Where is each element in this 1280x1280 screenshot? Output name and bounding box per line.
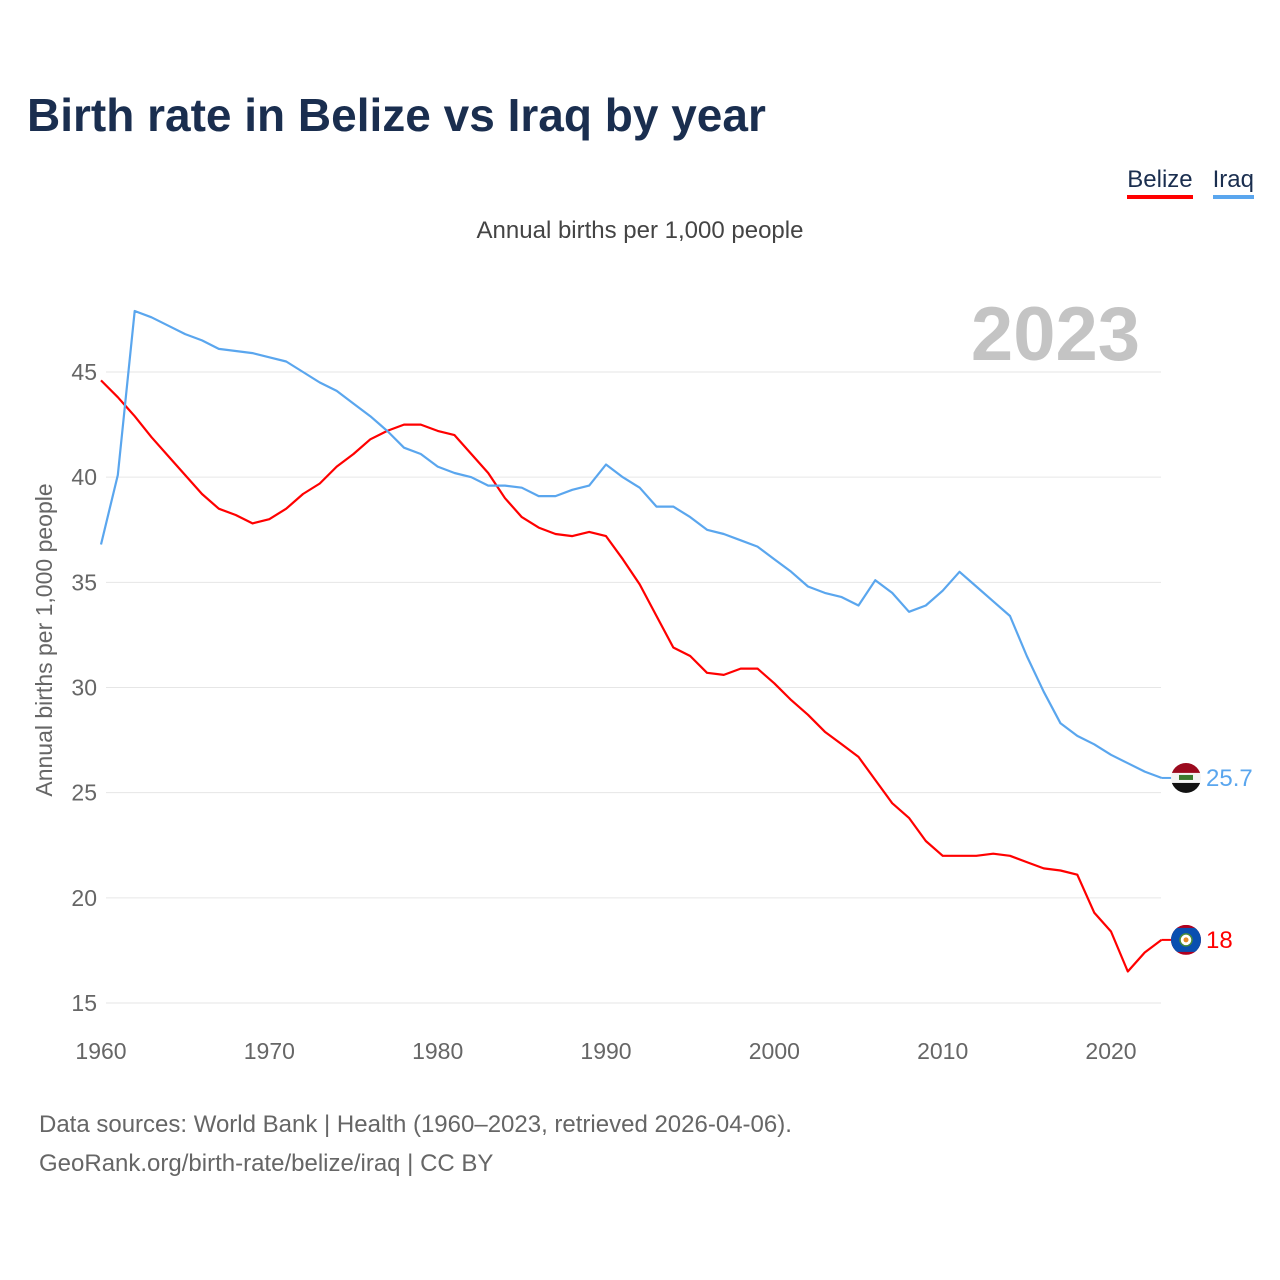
y-tick-label: 25	[71, 780, 97, 806]
series-line-belize	[100, 379, 1163, 973]
chart-subtitle: Annual births per 1,000 people	[476, 217, 804, 244]
legend: Belize Iraq	[1127, 166, 1254, 199]
flag-stripe-black	[1171, 782, 1201, 793]
flag-body	[1171, 762, 1201, 793]
end-value-label-iraq: 25.7	[1206, 765, 1253, 792]
chart-title: Birth rate in Belize vs Iraq by year	[27, 89, 766, 141]
x-tick-label: 2010	[917, 1038, 968, 1064]
y-axis-label: Annual births per 1,000 people	[31, 483, 57, 796]
x-tick-label: 1960	[75, 1038, 126, 1064]
y-tick-label: 40	[71, 464, 97, 490]
x-tick-label: 2020	[1085, 1038, 1136, 1064]
belize-flag-icon	[1171, 924, 1201, 955]
y-tick-label: 35	[71, 569, 97, 595]
y-tick-label: 30	[71, 675, 97, 701]
x-tick-label: 2000	[749, 1038, 800, 1064]
x-tick-label: 1970	[244, 1038, 295, 1064]
source-line-2[interactable]: GeoRank.org/birth-rate/belize/iraq | CC …	[39, 1150, 494, 1177]
flag-stripe-red	[1171, 762, 1201, 773]
y-tick-label: 20	[71, 885, 97, 911]
series-line-iraq	[99, 309, 1162, 779]
y-tick-label: 15	[71, 990, 97, 1016]
flag-emblem-center	[1183, 937, 1189, 943]
year-watermark: 2023	[971, 292, 1140, 377]
legend-item-belize[interactable]: Belize	[1127, 166, 1193, 199]
source-note: Data sources: World Bank | Health (1960–…	[39, 1105, 792, 1183]
y-tick-label: 45	[71, 359, 97, 385]
source-line-1: Data sources: World Bank | Health (1960–…	[39, 1111, 792, 1138]
x-tick-label: 1980	[412, 1038, 463, 1064]
legend-item-iraq[interactable]: Iraq	[1212, 166, 1254, 199]
flag-script	[1179, 774, 1193, 780]
x-tick-label: 1990	[580, 1038, 631, 1064]
end-value-label-belize: 18	[1206, 927, 1233, 954]
iraq-flag-icon	[1171, 762, 1201, 793]
flag-body	[1171, 924, 1201, 955]
